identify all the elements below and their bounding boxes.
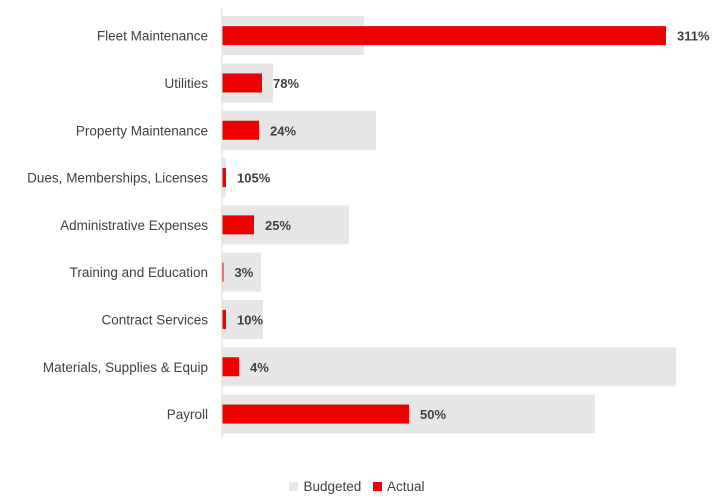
budgeted-bar-training-and-education [222, 252, 261, 292]
data-labels: 311% 78% 24% 105% 25% 3% 10% 4% 50% [235, 29, 710, 422]
category-label-contract-services: Contract Services [101, 312, 208, 327]
category-label-property-maintenance: Property Maintenance [76, 123, 208, 138]
budgeted-bar-materials-supplies-equip [222, 347, 676, 387]
actual-bar-administrative-expenses [222, 215, 254, 235]
category-label-materials-supplies-equip: Materials, Supplies & Equip [43, 360, 208, 375]
data-label-property-maintenance: 24% [270, 123, 296, 138]
data-label-contract-services: 10% [237, 312, 263, 327]
data-label-training-and-education: 3% [235, 265, 254, 280]
data-label-materials-supplies-equip: 4% [250, 360, 269, 375]
budgeted-bar-contract-services [222, 299, 263, 339]
actual-bar-materials-supplies-equip [222, 357, 239, 377]
actual-bar-training-and-education [222, 262, 224, 282]
legend-item-budgeted: Budgeted [289, 479, 361, 494]
actual-bar-contract-services [222, 309, 226, 329]
category-label-fleet-maintenance: Fleet Maintenance [97, 29, 208, 44]
category-label-training-and-education: Training and Education [70, 265, 208, 280]
legend-label-actual: Actual [387, 479, 425, 494]
data-label-payroll: 50% [420, 407, 446, 422]
data-label-administrative-expenses: 25% [265, 218, 291, 233]
legend: Budgeted Actual [0, 479, 714, 494]
actual-bar-property-maintenance [222, 120, 259, 140]
category-label-dues-memberships-licenses: Dues, Memberships, Licenses [27, 171, 208, 186]
data-label-dues-memberships-licenses: 105% [237, 171, 271, 186]
legend-label-budgeted: Budgeted [303, 479, 362, 494]
actual-bar-utilities [222, 73, 262, 93]
legend-swatch-actual [373, 482, 383, 491]
actual-bar-payroll [222, 404, 409, 424]
actual-bar-fleet-maintenance [222, 26, 666, 46]
category-label-utilities: Utilities [164, 76, 208, 91]
category-labels: Fleet Maintenance Utilities Property Maint… [27, 29, 208, 422]
category-label-administrative-expenses: Administrative Expenses [60, 218, 208, 233]
actual-bars [222, 26, 666, 424]
data-label-fleet-maintenance: 311% [677, 29, 710, 44]
legend-swatch-budgeted [289, 482, 299, 491]
category-label-payroll: Payroll [167, 407, 208, 422]
legend-item-actual: Actual [373, 479, 425, 494]
actual-bar-dues-memberships-licenses [222, 168, 226, 188]
data-label-utilities: 78% [273, 76, 299, 91]
